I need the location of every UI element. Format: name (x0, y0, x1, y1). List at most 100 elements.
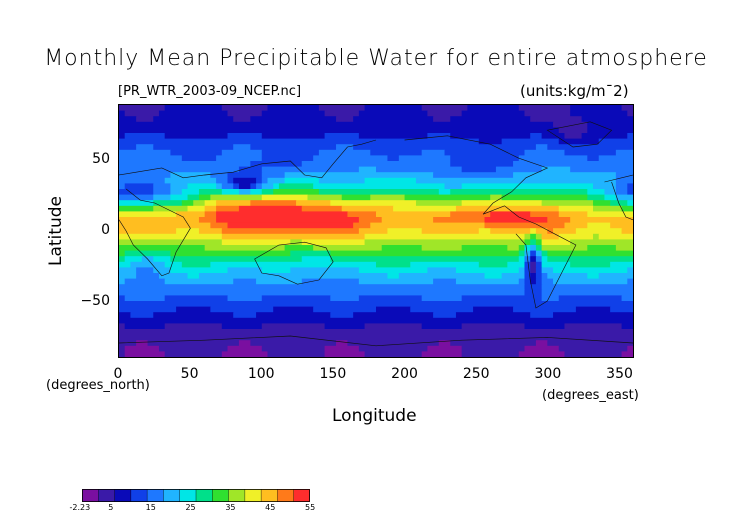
heatmap-cell (587, 121, 633, 128)
heatmap-cell (518, 105, 571, 112)
heatmap-cell (535, 278, 543, 285)
heatmap-cell (553, 312, 633, 319)
heatmap-cell (233, 183, 240, 190)
heatmap-cell (119, 194, 154, 201)
heatmap-cell (570, 105, 623, 112)
heatmap-cell (119, 172, 171, 179)
x-tick-label: 50 (180, 366, 199, 382)
heatmap-cell (119, 239, 223, 246)
heatmap-cell (119, 228, 177, 235)
heatmap-cell (124, 278, 166, 285)
heatmap-cell (530, 228, 537, 235)
heatmap-cell (541, 245, 588, 252)
heatmap-cell (119, 334, 633, 341)
units-label: (units:kg/m¯2) (520, 82, 629, 100)
heatmap-cell (598, 138, 633, 145)
heatmap-cell (450, 133, 531, 140)
heatmap-cell (564, 323, 623, 330)
heatmap-cell (507, 261, 526, 268)
heatmap-cell (455, 312, 531, 319)
heatmap-cell (570, 110, 628, 117)
heatmap-cell (153, 256, 171, 263)
x-tick-label: 200 (391, 366, 418, 382)
colorbar-swatch (179, 489, 197, 502)
heatmap-cell (421, 105, 468, 112)
heatmap-cell (198, 217, 217, 224)
heatmap-cell (153, 312, 234, 319)
heatmap-cell (421, 228, 480, 235)
heatmap-cell (290, 250, 331, 257)
heatmap-cell (450, 340, 537, 347)
heatmap-cell (524, 345, 560, 352)
heatmap-cell (358, 110, 428, 117)
heatmap-cell (221, 351, 269, 357)
heatmap-cell (450, 155, 520, 162)
x-unit-label: (degrees_east) (542, 388, 639, 403)
heatmap-cell (221, 233, 366, 240)
y-unit-label: (degrees_north) (46, 378, 150, 393)
heatmap-cell (524, 278, 531, 285)
heatmap-cell (370, 149, 423, 156)
heatmap-cell (461, 345, 526, 352)
heatmap-cell (261, 189, 274, 196)
heatmap-cell (216, 205, 240, 212)
heatmap-cell (501, 273, 526, 280)
heatmap-cell (587, 273, 600, 280)
heatmap-cell (524, 323, 566, 330)
heatmap-cell (119, 183, 126, 190)
heatmap-cell (204, 211, 217, 218)
heatmap-cell (518, 351, 566, 357)
heatmap-cell (547, 144, 633, 151)
heatmap-cell (615, 177, 633, 184)
heatmap-cell (376, 166, 463, 173)
heatmap-cell (376, 261, 411, 268)
heatmap-cell (119, 121, 554, 128)
colorbar-swatch (130, 489, 148, 502)
heatmap-cell (627, 110, 633, 117)
heatmap-cell (410, 261, 480, 268)
heatmap-cell (227, 222, 354, 229)
heatmap-cell (164, 351, 223, 357)
heatmap-cell (610, 306, 633, 313)
heatmap-cell (170, 267, 229, 274)
heatmap-cell (261, 295, 331, 302)
heatmap-cell (535, 267, 543, 274)
heatmap-cell (353, 144, 537, 151)
heatmap-cell (119, 351, 126, 357)
heatmap-cell (524, 233, 531, 240)
heatmap-cell (433, 312, 457, 319)
heatmap-cell (119, 217, 200, 224)
heatmap-cell (170, 189, 183, 196)
heatmap-cell (627, 278, 633, 285)
heatmap-cell (455, 205, 560, 212)
heatmap-cell (530, 211, 560, 218)
heatmap-cell (376, 211, 451, 218)
heatmap-cell (216, 155, 263, 162)
heatmap-cell (587, 245, 617, 252)
heatmap-cell (119, 261, 131, 268)
heatmap-cell (301, 278, 360, 285)
colorbar-swatch (98, 489, 115, 502)
heatmap-cell (119, 200, 154, 207)
heatmap-cell (364, 105, 423, 112)
heatmap-cell (547, 256, 633, 263)
colorbar-tick-label: 15 (145, 503, 156, 512)
colorbar-swatch (244, 489, 262, 502)
heatmap-cell (501, 194, 588, 201)
y-tick-label: −50 (80, 292, 110, 309)
heatmap-cell (233, 116, 251, 123)
heatmap-cell (621, 295, 633, 302)
heatmap-cell (119, 211, 177, 218)
chart-title: Monthly Mean Precipitable Water for enti… (44, 46, 708, 71)
heatmap-cell (153, 116, 234, 123)
heatmap-cell (461, 110, 526, 117)
heatmap-cell (376, 306, 411, 313)
heatmap-cell (318, 177, 366, 184)
heatmap-cell (535, 340, 548, 347)
heatmap-cell (518, 245, 526, 252)
heatmap-cell (598, 233, 633, 240)
heatmap-cell (490, 194, 503, 201)
heatmap-cell (541, 267, 554, 274)
heatmap-cell (535, 228, 548, 235)
heatmap-cell (575, 228, 623, 235)
